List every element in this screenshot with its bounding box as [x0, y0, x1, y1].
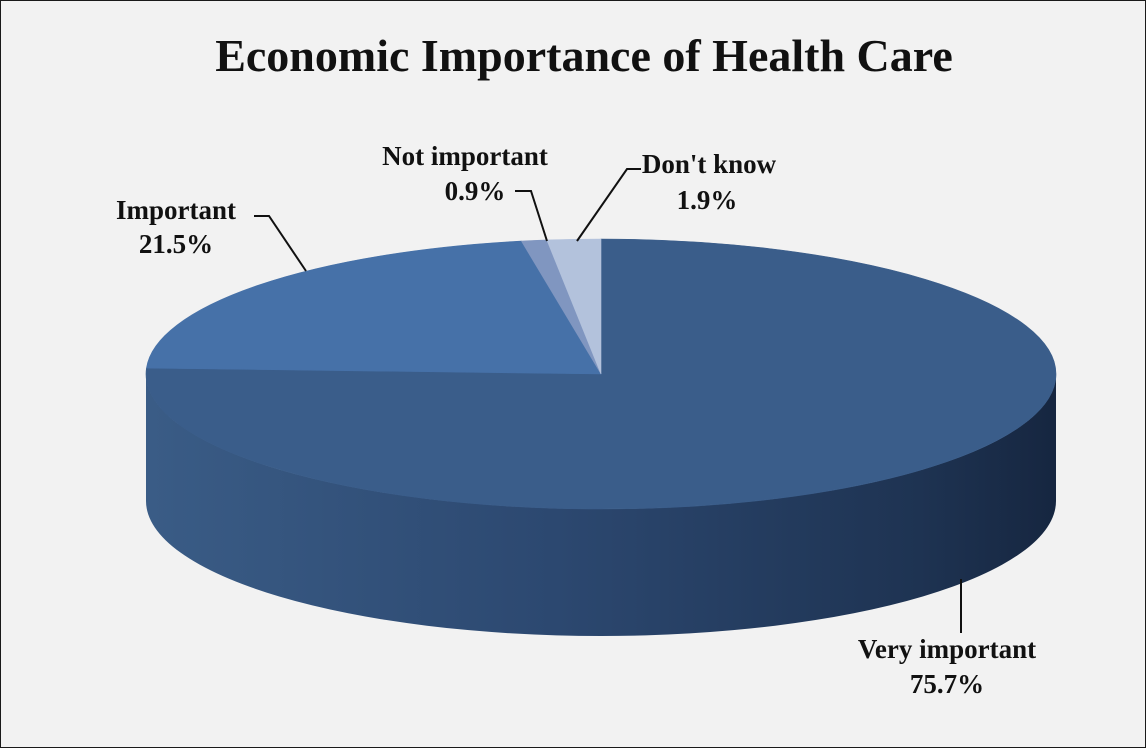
slice-value-not-important: 0.9%	[445, 176, 506, 206]
pie-slice-very-important	[145, 238, 1057, 510]
pie-side-very-important	[146, 374, 1056, 636]
slice-label-dont-know: Don't know	[642, 149, 777, 179]
slice-label-important: Important	[116, 195, 236, 225]
slice-value-very-important: 75.7%	[910, 669, 984, 699]
leader-line-important	[254, 215, 307, 272]
leader-line-dont-know	[576, 168, 641, 242]
slice-label-very-important: Very important	[858, 634, 1036, 664]
leader-line-not-important	[515, 190, 548, 242]
pie-slice-important	[146, 240, 602, 375]
slice-value-dont-know: 1.9%	[677, 185, 738, 215]
slice-value-important: 21.5%	[139, 229, 213, 259]
pie-depth	[146, 374, 1056, 636]
leader-lines	[254, 168, 962, 633]
pie-top	[145, 238, 1057, 510]
slice-label-not-important: Not important	[382, 141, 548, 171]
chart-title: Economic Importance of Health Care	[215, 30, 953, 81]
